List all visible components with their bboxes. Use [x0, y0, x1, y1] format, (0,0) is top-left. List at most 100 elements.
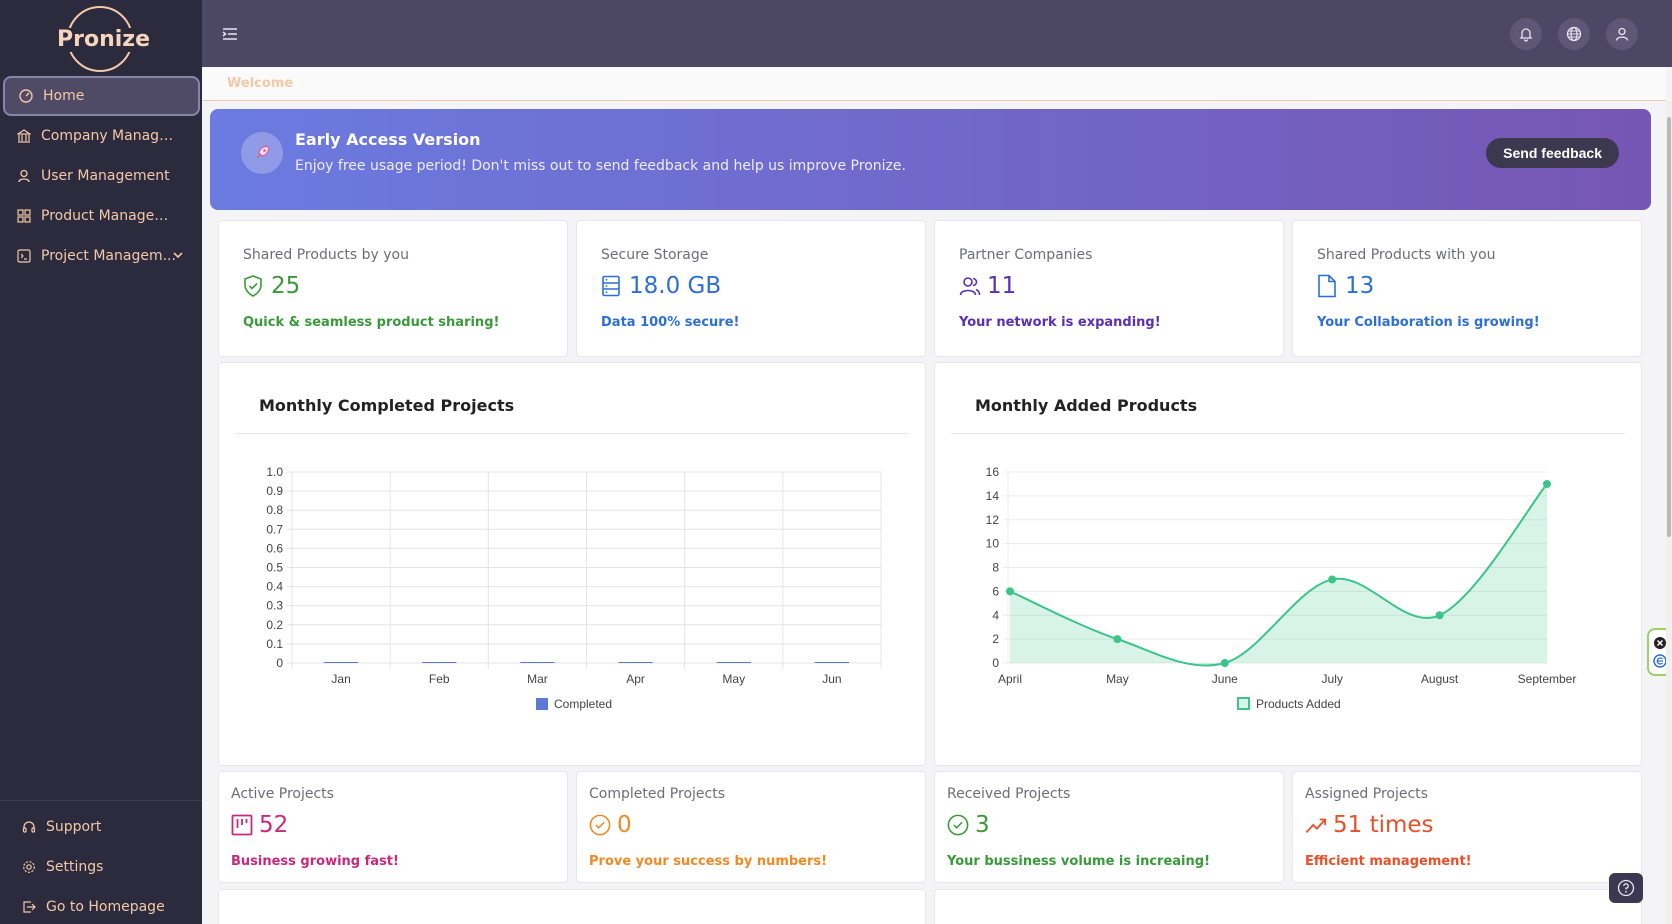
- sidebar-item-project-management[interactable]: Project Managem...: [0, 236, 202, 276]
- stat-label: Shared Products by you: [243, 247, 409, 263]
- stat-value: 13: [1345, 273, 1375, 299]
- chart-title: Monthly Completed Projects: [259, 396, 515, 415]
- gear-icon: [22, 860, 36, 874]
- stat-label: Completed Projects: [589, 786, 726, 802]
- terminal-icon: [17, 249, 31, 263]
- globe-icon[interactable]: [1558, 18, 1590, 50]
- y-tick-label: 0.1: [266, 637, 283, 651]
- stat-value: 11: [987, 273, 1017, 299]
- stat-value-row: 25: [243, 273, 300, 299]
- x-tick-label: Jan: [331, 672, 350, 686]
- area-fill: [1010, 483, 1547, 666]
- y-tick-label: 0.4: [266, 580, 283, 594]
- stat-label: Partner Companies: [959, 247, 1093, 263]
- menu-toggle-icon[interactable]: [222, 26, 238, 45]
- stat-value: 51 times: [1333, 812, 1434, 838]
- y-tick-label: 0.8: [266, 503, 283, 517]
- stat-subtext: Your Collaboration is growing!: [1317, 315, 1540, 330]
- x-tick-label: August: [1421, 672, 1459, 686]
- sidebar-item-home[interactable]: Home: [3, 76, 200, 116]
- chevron-down-icon[interactable]: [172, 249, 184, 265]
- headset-icon: [22, 820, 36, 834]
- chart-card-monthly-completed-projects: Monthly Completed Projects 0 0.1 0.2 0.3 0.4…: [218, 362, 926, 766]
- y-tick-label: 8: [992, 561, 999, 575]
- sidebar-item-go-to-homepage[interactable]: Go to Homepage: [0, 887, 202, 924]
- y-tick-label: 14: [986, 489, 1000, 503]
- sidebar-item-support[interactable]: Support: [0, 807, 202, 847]
- stat-value: 3: [975, 812, 990, 838]
- help-icon[interactable]: [1609, 873, 1643, 903]
- user-icon: [17, 169, 31, 183]
- chart-title: Monthly Added Products: [975, 396, 1198, 415]
- sidebar-item-label: Support: [46, 819, 102, 835]
- x-tick-label: July: [1322, 672, 1343, 686]
- stat-card-completed-projects: Completed Projects 0 Prove your success …: [576, 771, 926, 883]
- sidebar-item-label: Project Managem...: [41, 248, 176, 264]
- grid-icon: [17, 209, 31, 223]
- stat-card-received-projects: Received Projects 3 Your bussiness volum…: [934, 771, 1284, 883]
- area-chart: 0 2 4 6 8 10 12 14 16 April May June July August Septe…: [986, 465, 1577, 711]
- data-point: [1543, 479, 1551, 488]
- stat-card-secure-storage: Secure Storage 18.0 GB Data 100% secure!: [576, 220, 926, 357]
- sidebar-item-label: Company Managem...: [41, 128, 181, 144]
- x-tick-label: Apr: [626, 672, 645, 686]
- dashboard-icon: [19, 89, 33, 103]
- y-tick-label: 6: [992, 584, 999, 598]
- stat-value-row: 11: [959, 273, 1016, 299]
- y-tick-label: 0.3: [266, 599, 283, 613]
- y-tick-label: 0.5: [266, 561, 283, 575]
- stat-label: Shared Products with you: [1317, 247, 1496, 263]
- x-tick-label: April: [998, 672, 1022, 686]
- stat-value: 25: [271, 273, 301, 299]
- stat-subtext: Your network is expanding!: [959, 315, 1161, 330]
- sidebar-item-user-management[interactable]: User Management: [0, 156, 202, 196]
- y-tick-label: 2: [992, 632, 999, 646]
- x-tick-label: Mar: [527, 672, 548, 686]
- pronize-logo[interactable]: Pronize: [57, 6, 151, 72]
- shield-check-icon: [243, 274, 265, 298]
- sidebar-item-label: User Management: [41, 168, 170, 184]
- file-icon: [1317, 274, 1339, 298]
- bank-icon: [17, 129, 31, 143]
- exit-icon: [22, 900, 36, 914]
- bar: [422, 662, 457, 663]
- check-circle-icon: [589, 813, 611, 837]
- x-tick-label: Jun: [822, 672, 841, 686]
- sidebar-item-settings[interactable]: Settings: [0, 847, 202, 887]
- legend-label: Completed: [554, 697, 612, 711]
- stat-value-row: 52: [231, 812, 288, 838]
- sidebar-item-label: Go to Homepage: [46, 899, 165, 915]
- data-point: [1113, 635, 1122, 644]
- stat-subtext: Efficient management!: [1305, 854, 1472, 869]
- x-tick-label: May: [1106, 672, 1129, 686]
- stat-card-partner-companies: Partner Companies 11 Your network is exp…: [934, 220, 1284, 357]
- y-tick-label: 1.0: [266, 465, 283, 479]
- legend-label: Products Added: [1256, 697, 1341, 711]
- next-card-partial: [218, 889, 926, 924]
- sidebar-item-product-management[interactable]: Product Management: [0, 196, 202, 236]
- send-feedback-button[interactable]: Send feedback: [1486, 138, 1619, 168]
- kanban-icon: [231, 813, 253, 837]
- stat-card-assigned-projects: Assigned Projects 51 times Efficient man…: [1292, 771, 1642, 883]
- bell-icon[interactable]: [1510, 18, 1542, 50]
- logo-text: Pronize: [57, 27, 151, 52]
- bar: [618, 662, 653, 663]
- sidebar-item-label: Home: [43, 88, 85, 104]
- users-icon: [959, 274, 981, 298]
- early-access-banner: Early Access Version Enjoy free usage pe…: [210, 109, 1651, 210]
- sidebar-item-label: Settings: [46, 859, 104, 875]
- sidebar-nav: Home Company Managem... User Management …: [0, 76, 202, 276]
- profile-icon[interactable]: [1606, 18, 1638, 50]
- bar: [716, 662, 751, 663]
- y-tick-label: 0.6: [266, 541, 283, 555]
- data-point: [1006, 587, 1014, 596]
- stat-value-row: 0: [589, 812, 632, 838]
- check-circle-icon: [947, 813, 969, 837]
- x-tick-label: September: [1518, 672, 1577, 686]
- scrollbar-thumb[interactable]: [1667, 117, 1671, 537]
- sidebar-item-company-management[interactable]: Company Managem...: [0, 116, 202, 156]
- bar: [323, 662, 359, 663]
- y-tick-label: 0.9: [266, 484, 283, 498]
- y-tick-label: 4: [992, 608, 999, 622]
- breadcrumb-bar: Welcome: [202, 67, 1666, 101]
